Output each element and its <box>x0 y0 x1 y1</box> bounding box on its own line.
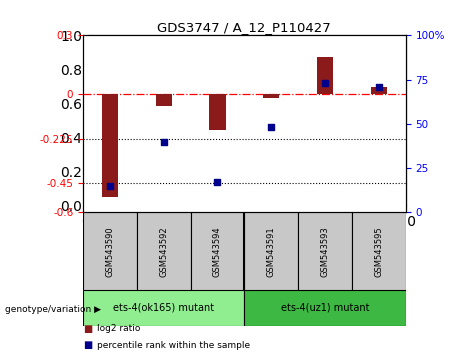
Bar <box>371 86 387 95</box>
Bar <box>83 290 244 326</box>
Text: log2 ratio: log2 ratio <box>97 324 140 333</box>
Bar <box>83 212 137 290</box>
Bar <box>190 212 244 290</box>
Bar <box>317 57 333 95</box>
Text: ets-4(ok165) mutant: ets-4(ok165) mutant <box>113 303 214 313</box>
Text: GSM543591: GSM543591 <box>267 226 276 277</box>
Text: GSM543594: GSM543594 <box>213 226 222 277</box>
Text: GSM543595: GSM543595 <box>374 226 383 277</box>
Text: GSM543593: GSM543593 <box>320 226 330 277</box>
Text: genotype/variation ▶: genotype/variation ▶ <box>5 305 100 314</box>
Bar <box>352 212 406 290</box>
Point <box>375 84 383 90</box>
Bar <box>137 212 190 290</box>
Bar <box>155 95 171 106</box>
Point <box>106 183 113 189</box>
Text: GSM543590: GSM543590 <box>106 226 114 277</box>
Bar <box>263 95 279 98</box>
Bar <box>209 95 225 130</box>
Bar <box>102 95 118 197</box>
Bar <box>244 290 406 326</box>
Bar <box>244 212 298 290</box>
Bar <box>298 212 352 290</box>
Point <box>214 179 221 185</box>
Point <box>321 80 329 86</box>
Text: ets-4(uz1) mutant: ets-4(uz1) mutant <box>281 303 369 313</box>
Point <box>160 139 167 144</box>
Title: GDS3747 / A_12_P110427: GDS3747 / A_12_P110427 <box>158 21 331 34</box>
Text: ■: ■ <box>83 324 92 333</box>
Point <box>267 125 275 130</box>
Text: ■: ■ <box>83 340 92 350</box>
Text: percentile rank within the sample: percentile rank within the sample <box>97 341 250 350</box>
Text: GSM543592: GSM543592 <box>159 226 168 277</box>
